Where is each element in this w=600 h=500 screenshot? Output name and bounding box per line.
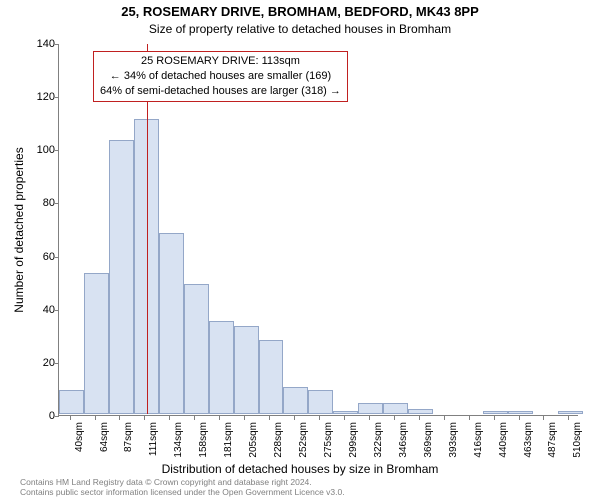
x-tick-mark <box>494 416 495 420</box>
x-tick-label: 158sqm <box>198 422 209 458</box>
histogram-bar <box>283 387 308 414</box>
y-tick-label: 140 <box>23 38 55 50</box>
histogram-bar <box>308 390 333 414</box>
histogram-bar <box>333 411 358 414</box>
x-tick-mark <box>95 416 96 420</box>
x-tick-label: 111sqm <box>148 422 159 456</box>
y-tick-mark <box>55 257 59 258</box>
attribution-line1: Contains HM Land Registry data © Crown c… <box>20 477 345 488</box>
x-tick-mark <box>194 416 195 420</box>
histogram-bar <box>84 273 109 414</box>
x-tick-mark <box>119 416 120 420</box>
histogram-bar <box>209 321 234 414</box>
y-tick-mark <box>55 44 59 45</box>
histogram-bar <box>259 340 284 414</box>
x-tick-mark <box>219 416 220 420</box>
x-tick-label: 487sqm <box>547 422 558 458</box>
x-tick-label: 369sqm <box>423 422 434 458</box>
x-tick-label: 463sqm <box>523 422 534 458</box>
x-tick-mark <box>444 416 445 420</box>
chart-root: 25, ROSEMARY DRIVE, BROMHAM, BEDFORD, MK… <box>0 0 600 500</box>
y-tick-label: 100 <box>23 144 55 156</box>
x-tick-mark <box>568 416 569 420</box>
x-tick-mark <box>319 416 320 420</box>
x-tick-label: 393sqm <box>448 422 459 458</box>
y-tick-label: 20 <box>23 357 55 369</box>
x-tick-mark <box>144 416 145 420</box>
histogram-bar <box>508 411 533 414</box>
x-tick-mark <box>469 416 470 420</box>
y-tick-mark <box>55 416 59 417</box>
y-tick-label: 40 <box>23 304 55 316</box>
info-box-line: 25 ROSEMARY DRIVE: 113sqm <box>100 54 341 69</box>
x-tick-label: 228sqm <box>273 422 284 458</box>
histogram-bar <box>234 326 259 414</box>
y-tick-mark <box>55 310 59 311</box>
histogram-bar <box>383 403 408 414</box>
x-tick-label: 40sqm <box>74 422 85 452</box>
histogram-bar <box>558 411 583 414</box>
x-tick-label: 181sqm <box>223 422 234 458</box>
histogram-bar <box>408 409 433 414</box>
y-tick-label: 60 <box>23 251 55 263</box>
x-tick-mark <box>169 416 170 420</box>
attribution-text: Contains HM Land Registry data © Crown c… <box>20 477 345 498</box>
info-box: 25 ROSEMARY DRIVE: 113sqm← 34% of detach… <box>93 51 348 102</box>
x-tick-label: 346sqm <box>398 422 409 458</box>
x-tick-mark <box>519 416 520 420</box>
x-tick-label: 416sqm <box>473 422 484 458</box>
x-tick-mark <box>294 416 295 420</box>
x-tick-label: 299sqm <box>348 422 359 458</box>
histogram-bar <box>59 390 84 414</box>
x-tick-mark <box>543 416 544 420</box>
histogram-bar <box>483 411 508 414</box>
x-tick-label: 134sqm <box>173 422 184 458</box>
x-tick-mark <box>394 416 395 420</box>
x-tick-label: 87sqm <box>123 422 134 452</box>
x-tick-mark <box>369 416 370 420</box>
y-tick-label: 0 <box>23 410 55 422</box>
attribution-line2: Contains public sector information licen… <box>20 487 345 498</box>
y-tick-mark <box>55 203 59 204</box>
y-tick-mark <box>55 363 59 364</box>
info-box-line: ← 34% of detached houses are smaller (16… <box>100 69 341 84</box>
y-tick-mark <box>55 97 59 98</box>
histogram-bar <box>109 140 134 414</box>
x-tick-label: 275sqm <box>323 422 334 458</box>
chart-title-main: 25, ROSEMARY DRIVE, BROMHAM, BEDFORD, MK… <box>0 4 600 19</box>
info-box-line: 64% of semi-detached houses are larger (… <box>100 84 341 99</box>
x-tick-label: 440sqm <box>498 422 509 458</box>
chart-title-sub: Size of property relative to detached ho… <box>0 22 600 36</box>
y-tick-mark <box>55 150 59 151</box>
x-tick-label: 205sqm <box>248 422 259 458</box>
x-tick-label: 510sqm <box>572 422 583 458</box>
x-axis-label: Distribution of detached houses by size … <box>0 462 600 476</box>
histogram-bar <box>184 284 209 414</box>
x-tick-mark <box>244 416 245 420</box>
histogram-bar <box>358 403 383 414</box>
x-tick-label: 252sqm <box>298 422 309 458</box>
x-tick-label: 64sqm <box>99 422 110 452</box>
histogram-bar <box>159 233 184 414</box>
x-tick-mark <box>269 416 270 420</box>
y-tick-label: 80 <box>23 197 55 209</box>
y-axis-label: Number of detached properties <box>12 147 26 312</box>
x-tick-mark <box>344 416 345 420</box>
y-tick-label: 120 <box>23 91 55 103</box>
x-tick-mark <box>70 416 71 420</box>
x-tick-mark <box>419 416 420 420</box>
x-tick-label: 322sqm <box>373 422 384 458</box>
